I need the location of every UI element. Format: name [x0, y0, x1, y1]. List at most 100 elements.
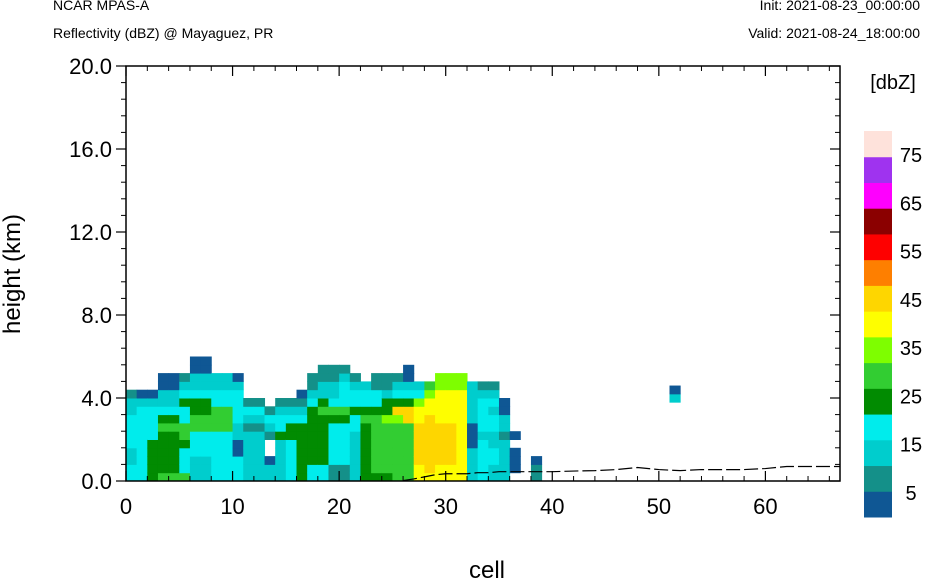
heatmap-cell — [349, 389, 361, 399]
heatmap-cell — [403, 398, 415, 407]
heatmap-cell — [498, 456, 511, 465]
colorbar-swatch — [864, 259, 892, 286]
heatmap-cell — [328, 389, 340, 399]
heatmap-cell — [317, 464, 329, 474]
heatmap-cell — [339, 447, 351, 457]
y-tick-label: 16.0 — [69, 137, 112, 162]
heatmap-cell — [424, 398, 436, 407]
heatmap-cell — [467, 406, 479, 416]
heatmap-cell — [403, 422, 415, 432]
heatmap-cell — [392, 406, 404, 416]
heatmap-cell — [317, 422, 329, 432]
heatmap-cell — [488, 389, 500, 399]
heatmap-cell — [157, 464, 170, 474]
heatmap-cell — [147, 389, 159, 399]
heatmap-cell — [467, 389, 479, 399]
heatmap-cell — [328, 381, 340, 391]
heatmap-cell — [381, 381, 393, 391]
heatmap-cell — [200, 472, 212, 482]
heatmap-cell — [232, 414, 244, 424]
heatmap-cell — [381, 447, 393, 457]
colorbar-swatch — [864, 414, 892, 441]
heatmap-cell — [285, 439, 298, 449]
heatmap-cell — [360, 472, 372, 482]
colorbar-label: 75 — [900, 145, 922, 167]
heatmap-cell — [360, 398, 372, 407]
heatmap-cell — [275, 439, 287, 449]
heatmap-cell — [232, 431, 244, 440]
heatmap-cell — [243, 398, 255, 407]
heatmap-cell — [456, 414, 468, 424]
heatmap-cell — [136, 439, 148, 449]
heatmap-cell — [403, 364, 415, 374]
heatmap-cell — [307, 389, 319, 399]
y-axis-title: height (km) — [0, 214, 26, 334]
heatmap-cell — [200, 389, 212, 399]
heatmap-cell — [179, 464, 191, 474]
heatmap-cell — [126, 431, 138, 440]
x-tick-label: 60 — [753, 494, 777, 519]
heatmap-cell — [424, 439, 436, 449]
heatmap-cell — [157, 414, 170, 424]
heatmap-cell — [456, 439, 468, 449]
heatmap-cell — [307, 464, 319, 474]
heatmap-cell — [147, 439, 159, 449]
heatmap-cell — [392, 422, 404, 432]
heatmap-cell — [467, 464, 479, 474]
heatmap-cell — [467, 398, 479, 407]
heatmap-cell — [179, 472, 191, 482]
heatmap-cell — [381, 414, 393, 424]
heatmap-cell — [435, 456, 447, 465]
heatmap-cell — [445, 447, 457, 457]
heatmap-cell — [498, 422, 511, 432]
heatmap-cell — [189, 406, 202, 416]
heatmap-cell — [285, 414, 298, 424]
heatmap-cell — [168, 422, 180, 432]
heatmap-cell — [136, 389, 148, 399]
heatmap-cell — [349, 406, 361, 416]
heatmap-cell — [296, 472, 308, 482]
heatmap-cell — [253, 422, 266, 432]
heatmap-cell — [179, 398, 191, 407]
heatmap-cell — [168, 414, 180, 424]
heatmap-cell — [168, 431, 180, 440]
heatmap-cell — [349, 422, 361, 432]
heatmap-cell — [445, 389, 457, 399]
heatmap-cell — [136, 464, 148, 474]
heatmap-cell — [189, 414, 202, 424]
heatmap-cell — [307, 439, 319, 449]
heatmap-cell — [296, 422, 308, 432]
heatmap-cell — [307, 398, 319, 407]
heatmap-cell — [168, 398, 180, 407]
x-tick-label: 10 — [220, 494, 244, 519]
heatmap-cell — [349, 439, 361, 449]
heatmap-cell — [498, 406, 511, 416]
heatmap-cell — [200, 447, 212, 457]
x-tick-label: 40 — [540, 494, 564, 519]
colorbar-swatch — [864, 439, 892, 467]
heatmap-cell — [360, 414, 372, 424]
heatmap-cell — [328, 398, 340, 407]
heatmap-cell — [147, 447, 159, 457]
x-tick-label: 50 — [647, 494, 671, 519]
heatmap-cell — [243, 472, 255, 482]
heatmap-cell — [424, 456, 436, 465]
heatmap-cell — [403, 381, 415, 391]
heatmap-cell — [360, 431, 372, 440]
colorbar-swatch — [864, 388, 892, 415]
heatmap-cell — [200, 422, 212, 432]
heatmap-cell — [381, 464, 393, 474]
colorbar-label: 25 — [900, 386, 922, 408]
heatmap-cell — [232, 456, 244, 465]
heatmap-cell — [253, 456, 266, 465]
colorbar-label: 35 — [900, 338, 922, 360]
heatmap-cell — [211, 472, 223, 482]
heatmap-cell — [477, 464, 489, 474]
heatmap-cell — [126, 389, 138, 399]
valid-time: Valid: 2021-08-24_18:00:00 — [748, 25, 920, 41]
heatmap-cell — [189, 422, 202, 432]
x-tick-label: 0 — [120, 494, 132, 519]
heatmap-cell — [381, 439, 393, 449]
heatmap-cell — [232, 398, 244, 407]
